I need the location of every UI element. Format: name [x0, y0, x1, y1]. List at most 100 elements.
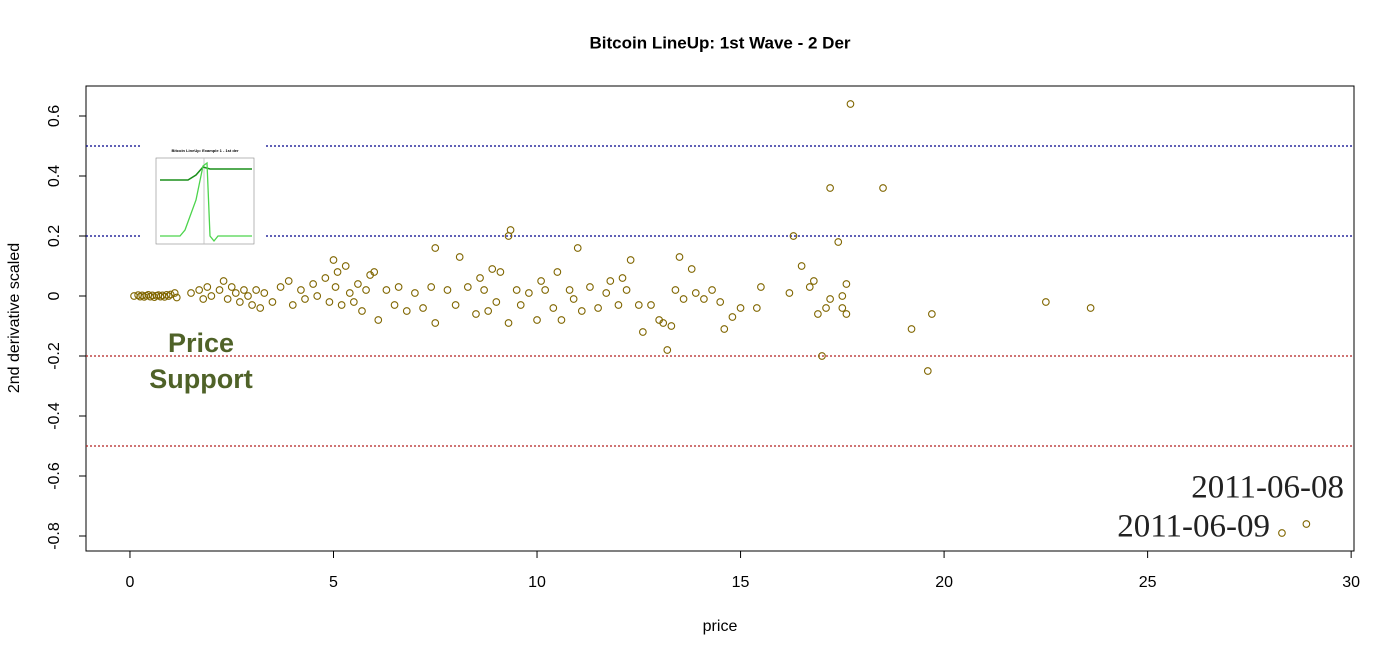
inset-title: Bitcoin LineUp: Example 1 - 1st der: [171, 148, 239, 153]
point: [374, 316, 383, 324]
point: [785, 289, 794, 297]
point: [506, 226, 515, 234]
point: [675, 253, 684, 261]
inset-background: [140, 140, 264, 266]
point: [838, 304, 847, 312]
point: [288, 301, 297, 309]
point: [691, 289, 700, 297]
point: [818, 352, 826, 360]
annotation: 2011-06-09: [1117, 509, 1270, 545]
x-tick-label: 10: [528, 574, 546, 591]
point: [826, 295, 834, 303]
point: [227, 283, 236, 291]
point: [333, 268, 342, 276]
point: [463, 283, 472, 291]
point: [606, 277, 615, 285]
point: [472, 310, 480, 318]
point: [671, 286, 680, 294]
y-tick-label: -0.4: [46, 402, 63, 430]
point: [223, 295, 232, 303]
point: [431, 319, 440, 327]
point: [537, 277, 545, 285]
point: [573, 244, 582, 252]
point: [187, 289, 195, 297]
point: [207, 292, 216, 300]
inset-frame: [155, 157, 255, 245]
point: [297, 286, 305, 294]
annotation: Support: [149, 364, 252, 394]
y-tick-label: -0.2: [46, 342, 63, 370]
point: [240, 286, 248, 294]
inset-line: [160, 161, 252, 243]
annotation: Price: [168, 328, 234, 358]
point: [164, 292, 173, 300]
point: [586, 283, 594, 291]
point: [736, 304, 745, 312]
point: [639, 328, 647, 336]
point: [667, 322, 676, 330]
point: [822, 304, 830, 312]
point: [687, 265, 696, 273]
point: [533, 316, 541, 324]
y-axis-title: 2nd derivative scaled: [6, 243, 23, 393]
point: [488, 265, 497, 273]
point: [244, 292, 252, 300]
point: [382, 286, 391, 294]
point: [370, 268, 379, 276]
point: [276, 283, 285, 291]
point: [349, 298, 358, 306]
point: [842, 280, 851, 288]
y-tick-label: 0.4: [46, 165, 63, 187]
x-tick-label: 15: [732, 574, 750, 591]
point: [394, 283, 403, 291]
point: [427, 283, 436, 291]
point: [679, 295, 688, 303]
point: [199, 295, 208, 303]
point: [797, 262, 806, 270]
y-tick-label: -0.6: [46, 462, 63, 490]
point: [826, 184, 834, 192]
point: [659, 319, 668, 327]
point: [602, 289, 611, 297]
point: [390, 301, 399, 309]
chart-title: Bitcoin LineUp: 1st Wave - 2 Der: [589, 33, 850, 52]
point: [354, 280, 362, 288]
point: [846, 100, 855, 108]
point: [172, 293, 181, 302]
point: [443, 286, 452, 294]
point: [541, 286, 550, 294]
point: [928, 310, 936, 318]
point: [215, 286, 224, 294]
point: [492, 298, 501, 306]
point: [614, 301, 623, 309]
point: [557, 316, 566, 324]
point: [716, 298, 725, 306]
x-tick-label: 5: [329, 574, 338, 591]
point: [411, 289, 419, 297]
point: [622, 286, 631, 294]
point: [728, 313, 737, 321]
point: [752, 304, 761, 312]
x-tick-label: 0: [126, 574, 135, 591]
x-tick-label: 20: [935, 574, 953, 591]
point: [195, 286, 204, 294]
point: [321, 274, 330, 282]
point: [805, 283, 814, 291]
point: [309, 280, 317, 288]
point: [248, 301, 256, 309]
point: [252, 286, 261, 294]
point: [626, 256, 635, 264]
point: [838, 292, 847, 300]
y-tick-label: -0.8: [46, 522, 63, 550]
point: [789, 232, 798, 240]
point: [720, 325, 729, 333]
point: [618, 274, 627, 282]
point: [516, 301, 525, 309]
point: [331, 283, 340, 291]
point: [256, 304, 265, 312]
point: [362, 286, 370, 294]
point: [663, 346, 672, 354]
point: [512, 286, 521, 294]
point: [594, 304, 602, 312]
